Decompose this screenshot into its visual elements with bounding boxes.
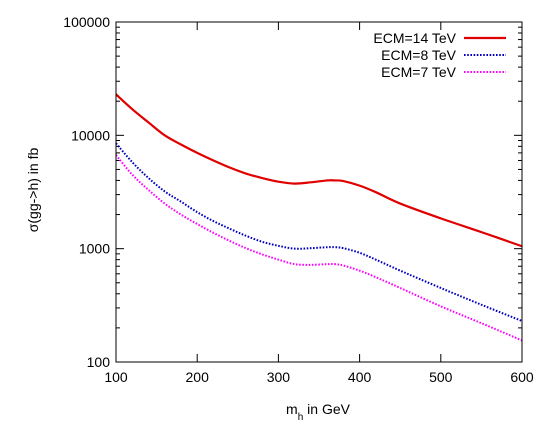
y-tick-label: 1000 <box>79 241 110 257</box>
y-axis-label: σ(gg->h) in fb <box>25 148 41 233</box>
x-tick-label: 600 <box>510 369 534 385</box>
tick-labels: 100 200 300 400 500 600 100 1000 10000 100000 <box>63 14 534 385</box>
legend-label-2: ECM=8 TeV <box>381 47 456 63</box>
y-tick-label: 100000 <box>63 14 110 30</box>
y-tick-label: 10000 <box>71 127 110 143</box>
x-tick-label: 500 <box>429 369 453 385</box>
x-tick-label: 300 <box>267 369 291 385</box>
x-tick-label: 400 <box>348 369 372 385</box>
series-line-1 <box>115 93 523 248</box>
y-tick-label: 100 <box>87 354 111 370</box>
plot-frame <box>115 21 523 363</box>
series-lines <box>115 93 523 342</box>
legend-label-1: ECM=14 TeV <box>373 30 456 46</box>
x-tick-label: 100 <box>104 369 128 385</box>
series-line-3 <box>115 154 523 342</box>
legend-label-3: ECM=7 TeV <box>381 64 456 80</box>
series-line-2 <box>115 142 523 322</box>
axis-ticks <box>115 21 523 363</box>
x-tick-label: 200 <box>186 369 210 385</box>
x-axis-label: mh in GeV <box>286 401 351 423</box>
